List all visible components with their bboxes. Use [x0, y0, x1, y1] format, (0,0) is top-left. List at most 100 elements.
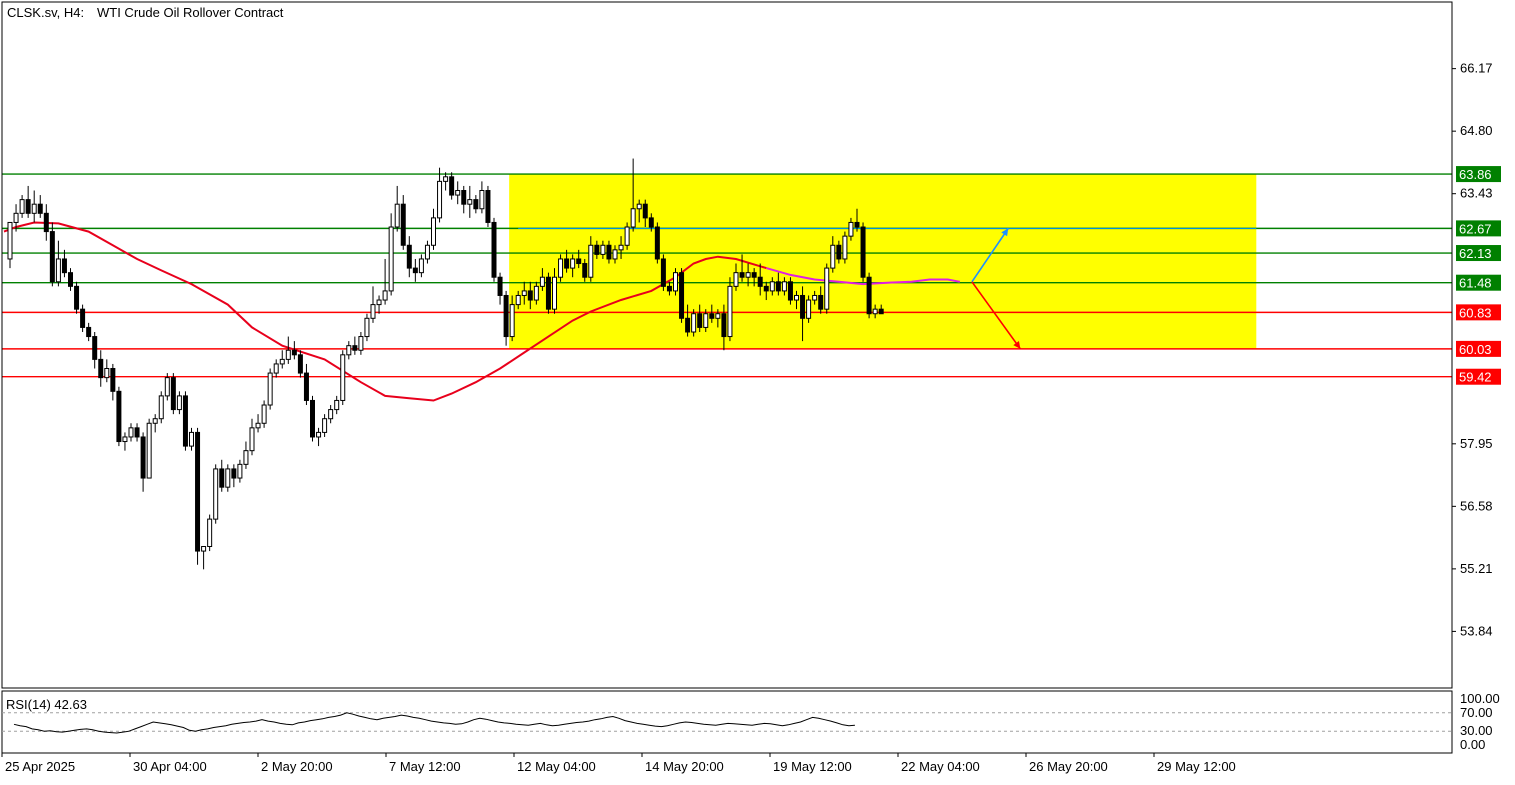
- candle-body: [648, 217, 654, 228]
- candle: [727, 277, 733, 342]
- candle-body: [382, 290, 388, 301]
- price-tick-label: 57.95: [1460, 436, 1493, 451]
- candle: [261, 400, 267, 428]
- candle: [787, 277, 793, 305]
- candle: [61, 249, 67, 278]
- candle-body: [86, 326, 92, 338]
- candle-body: [691, 313, 697, 333]
- candle-body: [249, 427, 255, 452]
- time-tick-label: 25 Apr 2025: [5, 759, 75, 774]
- time-tick-label: 7 May 12:00: [389, 759, 461, 774]
- candle-body: [412, 267, 418, 274]
- candle: [43, 204, 49, 241]
- candle-body: [473, 199, 479, 210]
- candle: [558, 254, 564, 282]
- candle-body: [152, 418, 158, 424]
- candle: [74, 281, 80, 314]
- candle: [237, 459, 243, 483]
- candle: [745, 263, 751, 287]
- candle: [836, 240, 842, 264]
- time-tick-label: 19 May 12:00: [773, 759, 852, 774]
- candle: [467, 185, 473, 218]
- candle: [533, 281, 539, 305]
- candle-body: [824, 267, 830, 310]
- arrow-up-head: [1001, 228, 1009, 237]
- candle-body: [291, 349, 297, 356]
- candle: [679, 268, 685, 323]
- candle: [648, 213, 654, 232]
- frame-layer: [1, 1, 1453, 754]
- candle: [521, 281, 527, 305]
- candle-body: [763, 285, 769, 292]
- candle-body: [612, 249, 618, 260]
- candle: [830, 236, 836, 273]
- candle-body: [243, 450, 249, 465]
- moving-average-slow: [3, 221, 767, 402]
- candle-body: [406, 244, 412, 269]
- candle: [527, 281, 533, 310]
- chart-description: WTI Crude Oil Rollover Contract: [97, 5, 284, 20]
- candle: [485, 185, 491, 228]
- candle: [424, 240, 430, 264]
- arrows-layer: [971, 227, 1021, 350]
- level-tag-text: 60.83: [1459, 305, 1492, 320]
- candle: [201, 546, 207, 570]
- range-box-layer: [509, 174, 1257, 349]
- candle: [612, 245, 618, 264]
- candle-body: [437, 180, 443, 219]
- candle: [654, 222, 660, 264]
- candle-body: [431, 217, 436, 246]
- candle-body: [485, 190, 491, 223]
- candle-body: [721, 313, 727, 338]
- candle-body: [533, 285, 539, 301]
- candle-body: [316, 431, 322, 438]
- candle: [775, 272, 781, 296]
- candle-body: [80, 308, 86, 328]
- candle: [588, 236, 594, 282]
- candle-body: [545, 276, 551, 310]
- candle-body: [279, 358, 285, 365]
- candle: [370, 286, 376, 323]
- candle-body: [842, 235, 848, 260]
- level-tag-61.48: [1456, 274, 1501, 291]
- rsi-line: [13, 712, 855, 734]
- candle: [866, 272, 872, 319]
- candle-body: [213, 468, 219, 520]
- candle: [279, 350, 285, 369]
- candle: [769, 277, 775, 296]
- candle: [751, 268, 757, 287]
- candle-body: [552, 276, 557, 310]
- time-tick-label: 29 May 12:00: [1157, 759, 1236, 774]
- candle: [636, 199, 642, 223]
- candle-body: [74, 285, 80, 310]
- candle: [110, 363, 116, 401]
- candle-body: [594, 244, 600, 255]
- candle-body: [346, 345, 352, 356]
- candle: [618, 236, 624, 259]
- level-tag-60.83: [1456, 304, 1501, 321]
- candle-body: [509, 304, 515, 338]
- level-tag-text: 61.48: [1459, 276, 1492, 291]
- candle-body: [715, 313, 721, 319]
- candle-body: [19, 199, 25, 214]
- candle-body: [812, 294, 818, 301]
- candle: [697, 304, 703, 332]
- candle: [666, 281, 672, 296]
- candle-body: [794, 294, 799, 301]
- candle-body: [104, 368, 110, 379]
- candle: [431, 208, 436, 250]
- rsi-tick-label: 70.00: [1460, 705, 1493, 720]
- candle: [691, 309, 697, 337]
- candle: [388, 213, 394, 296]
- candle-body: [685, 317, 691, 333]
- candle: [800, 286, 806, 342]
- candle: [182, 391, 188, 451]
- candle-body: [636, 203, 642, 210]
- range-box: [509, 174, 1257, 349]
- time-tick-label: 2 May 20:00: [261, 759, 333, 774]
- level-tag-text: 62.67: [1459, 221, 1492, 236]
- candle-body: [189, 431, 194, 447]
- candle: [594, 240, 600, 259]
